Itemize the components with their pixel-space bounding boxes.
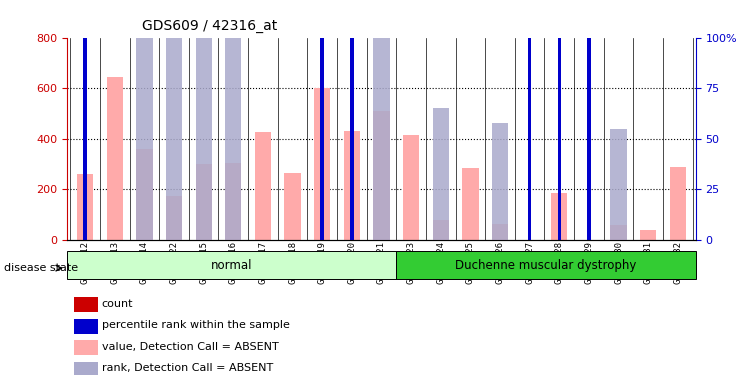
Bar [528,174,531,240]
Bar [67,251,396,279]
Bar [166,196,183,240]
Bar [136,149,153,240]
Bar [610,129,627,240]
Bar [77,174,94,240]
Bar [557,0,561,240]
Bar [314,88,331,240]
Bar [74,362,97,375]
Bar [343,131,360,240]
Bar [432,108,449,240]
Bar [492,123,508,240]
Bar [284,173,301,240]
Bar [136,0,153,240]
Bar [396,251,696,279]
Text: GDS609 / 42316_at: GDS609 / 42316_at [142,19,278,33]
Bar [83,174,87,240]
Bar [350,0,354,240]
Bar [83,0,87,240]
Bar [166,0,183,240]
Bar [669,166,686,240]
Bar [640,230,657,240]
Text: percentile rank within the sample: percentile rank within the sample [102,321,289,330]
Bar [74,319,97,334]
Bar [587,105,591,240]
Bar [74,340,97,355]
Bar [195,0,212,240]
Bar [551,193,568,240]
Bar [373,111,390,240]
Text: value, Detection Call = ABSENT: value, Detection Call = ABSENT [102,342,278,352]
Bar [195,164,212,240]
Bar [528,0,531,240]
Bar [74,297,97,312]
Bar [587,0,591,240]
Bar [610,225,627,240]
Text: normal: normal [211,259,253,272]
Text: Duchenne muscular dystrophy: Duchenne muscular dystrophy [456,259,637,272]
Bar [255,132,271,240]
Text: count: count [102,299,133,309]
Bar [225,163,242,240]
Bar [403,135,420,240]
Text: rank, Detection Call = ABSENT: rank, Detection Call = ABSENT [102,363,273,374]
Bar [462,168,479,240]
Bar [373,0,390,240]
Bar [106,77,123,240]
Bar [432,220,449,240]
Bar [225,0,242,240]
Text: disease state: disease state [4,263,78,273]
Bar [320,0,324,240]
Bar [492,224,508,240]
